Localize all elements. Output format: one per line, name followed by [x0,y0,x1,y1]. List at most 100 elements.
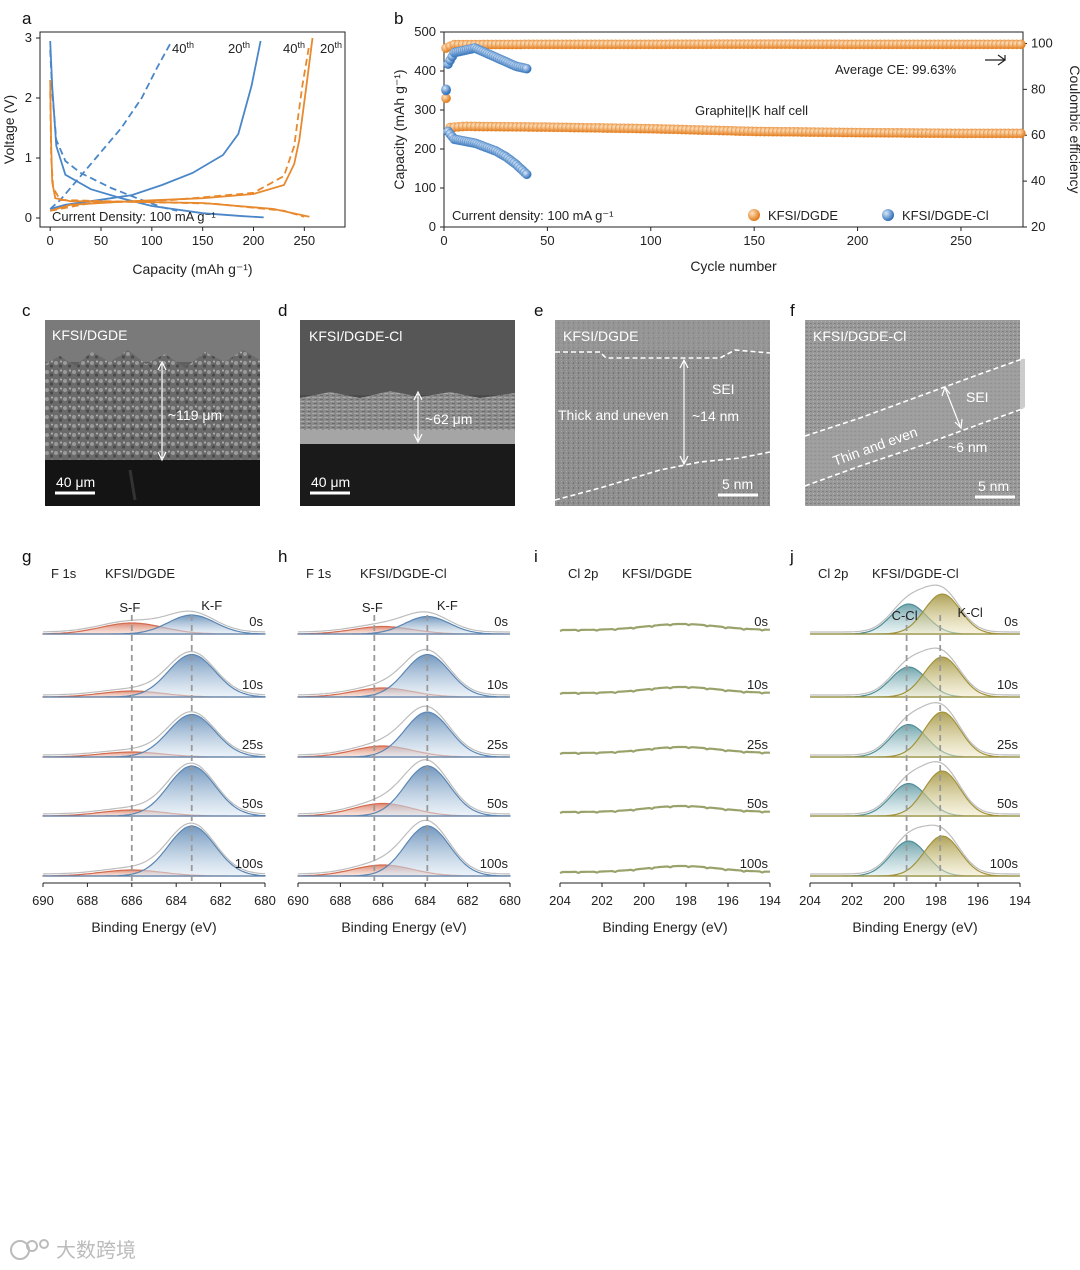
tem-e-sei: SEI [712,381,735,397]
sem-image-d: KFSI/DGDE-Cl ~62 μm 40 μm [300,320,515,506]
xps-envelope [810,647,1020,696]
panel-label-f: f [790,301,795,320]
xps-envelope [43,822,266,875]
time-label: 25s [487,737,508,752]
time-label: 10s [487,677,508,692]
y-tick-label: 500 [414,24,436,39]
x-tick-label: 688 [77,893,99,908]
x-tick-label: 198 [925,893,947,908]
xps-envelope [43,610,266,633]
time-label: 25s [242,737,263,752]
element-label: Cl 2p [818,566,848,581]
x-tick-label: 204 [799,893,821,908]
xps-envelope [810,701,1020,756]
xps-peak-fit [810,711,1020,758]
x-tick-label: 100 [141,233,163,248]
x-tick-label: 50 [94,233,108,248]
x-tick-label: 684 [414,893,436,908]
element-label: F 1s [51,566,77,581]
tem-e-thickness: ~14 nm [692,408,739,424]
xps-spectrum [559,804,770,815]
chart-a-voltage-profile: 0 50 100 150 200 250 0 1 2 3 Capacity (mAh g⁻¹) Vol… [1,30,346,277]
time-label: 0s [494,614,508,629]
current-density-annotation: Current Density: 100 mA g⁻¹ [52,209,216,224]
panel-label-g: g [22,547,31,566]
y-tick-label: 100 [414,180,436,195]
xps-peak-fit [298,653,511,698]
xps-peak-fit [298,711,511,758]
cycle-label: 40th [172,40,194,56]
time-label: 100s [235,856,264,871]
xps-peak-fit [43,614,266,635]
xps-peak-fit [810,593,1020,635]
peak-label: C-Cl [892,608,918,623]
voltage-curve [49,79,310,218]
x-tick-label: 196 [967,893,989,908]
y-tick-label: 300 [414,102,436,117]
sample-label: KFSI/DGDE-Cl [872,566,959,581]
x-tick-label: 202 [841,893,863,908]
y-tick-label: 400 [414,63,436,78]
watermark-logo-icon [10,1240,30,1260]
voltage-curve [49,49,178,212]
sem-c-thickness: ~119 μm [168,407,222,423]
legend-marker-blue [882,209,894,221]
sem-c-label: KFSI/DGDE [52,327,127,343]
y-tick-label: 0 [429,219,436,234]
tem-image-f: KFSI/DGDE-Cl SEI ~6 nm Thin and even 5 n… [804,320,1026,506]
xps-spectrum [559,685,770,696]
y2-tick-label: 100 [1031,35,1053,50]
panel-label-a: a [22,9,32,28]
voltage-curve [49,37,314,212]
voltage-curve [50,43,311,212]
x-tick-label: 682 [457,893,479,908]
panel-label-j: j [789,547,794,566]
x-tick-label: 194 [759,893,781,908]
current-density-annotation: Current density: 100 mA g⁻¹ [452,208,614,223]
tem-f-thickness: ~6 nm [948,439,987,455]
x-tick-label: 100 [640,233,662,248]
y2-axis-label: Coulombic efficiency [1067,65,1080,193]
x-tick-label: 194 [1009,893,1031,908]
time-label: 50s [487,796,508,811]
x-axis-label: Binding Energy (eV) [91,919,216,935]
xps-envelope [810,824,1020,875]
sem-c-scale: 40 μm [56,474,95,490]
xps-peak-fit [298,765,511,817]
xps-peak-fit [43,653,266,698]
x-axis-label: Binding Energy (eV) [602,919,727,935]
x-tick-label: 684 [165,893,187,908]
peak-label: S-F [362,600,383,615]
y-tick-label: 3 [25,30,32,45]
cycle-label-sup: th [334,40,342,50]
time-label: 10s [242,677,263,692]
x-tick-label: 682 [210,893,232,908]
cycle-label: 20th [228,40,250,56]
x-tick-label: 686 [372,893,394,908]
tem-f-scale: 5 nm [978,478,1009,494]
panel-label-i: i [534,547,538,566]
x-tick-label: 204 [549,893,571,908]
panel-label-b: b [394,9,403,28]
y-tick-label: 0 [25,210,32,225]
panel-label-d: d [278,301,287,320]
data-point [521,63,532,74]
x-tick-label: 690 [32,893,54,908]
xps-peak-fit [298,825,511,877]
x-tick-label: 200 [883,893,905,908]
tem-image-e: KFSI/DGDE SEI ~14 nm Thick and uneven 5 … [554,320,771,506]
sem-image-c: KFSI/DGDE ~119 μm 40 μm [45,320,260,506]
xps-spectrum [559,745,770,756]
average-ce-annotation: Average CE: 99.63% [835,62,957,77]
chart-b-cycling: 0 50 100 150 200 250 0 100 200 300 400 500 20 40 60 80 1… [391,24,1080,274]
x-axis-label: Binding Energy (eV) [852,919,977,935]
y-tick-label: 1 [25,150,32,165]
x-tick-label: 198 [675,893,697,908]
y-tick-label: 200 [414,141,436,156]
time-label: 0s [754,614,768,629]
sem-d-scale: 40 μm [311,474,350,490]
x-tick-label: 250 [293,233,315,248]
x-tick-label: 680 [254,893,276,908]
x-tick-label: 200 [633,893,655,908]
